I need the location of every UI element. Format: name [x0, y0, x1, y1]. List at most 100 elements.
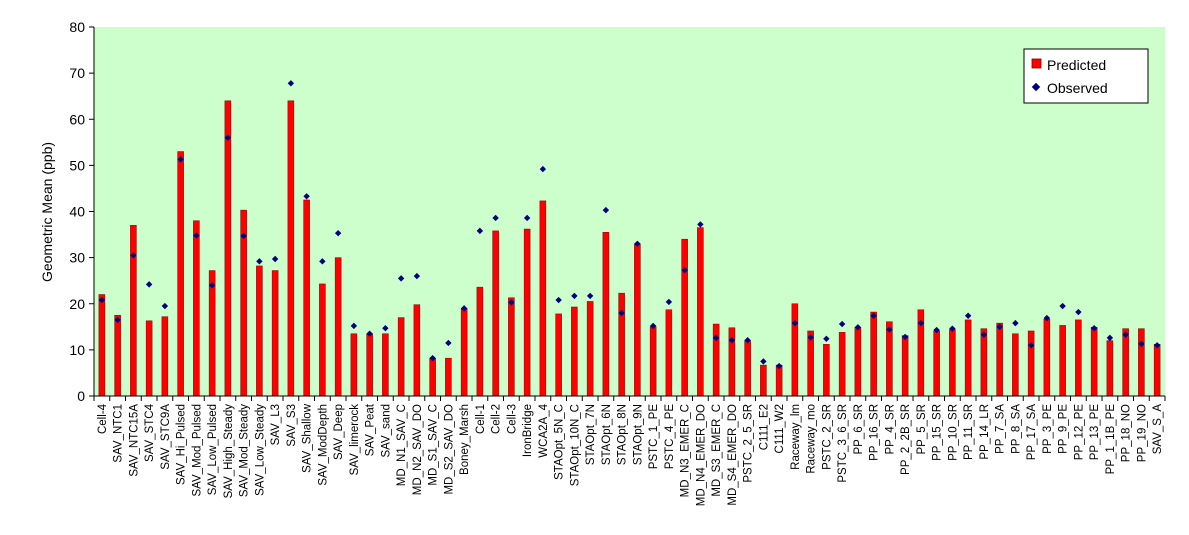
bar-predicted — [1153, 344, 1161, 397]
x-tick-label: STAOpt_6N — [601, 404, 613, 465]
bar-predicted — [523, 228, 531, 397]
bar-predicted — [350, 333, 358, 397]
x-tick-label: PP_16_SR — [869, 404, 881, 461]
marker-observed — [791, 319, 799, 327]
x-tick-label: PP_6_SR — [853, 404, 865, 455]
x-tick-label: Raceway_mo — [806, 404, 818, 474]
y-tick-label: 70 — [69, 65, 85, 81]
marker-observed — [649, 322, 657, 330]
x-tick-label: PP_1_1B_PE — [1105, 404, 1117, 475]
marker-observed — [145, 281, 153, 288]
x-tick-label: MD_S3_EMER_C — [711, 404, 723, 497]
marker-observed — [539, 165, 547, 173]
marker-observed — [917, 319, 925, 327]
marker-observed — [838, 320, 846, 328]
bar-predicted — [586, 301, 594, 397]
marker-observed — [460, 305, 468, 312]
y-tick-label: 20 — [69, 296, 85, 312]
x-tick-label: Cell-1 — [475, 404, 487, 434]
bar-predicted — [996, 322, 1003, 397]
x-tick-label: SAV_Low_Pulsed — [207, 404, 219, 495]
x-tick-label: MD_S1_SAV_C — [428, 404, 440, 486]
x-tick-label: Raceway_lm — [790, 404, 802, 470]
bar-predicted — [870, 311, 877, 397]
bar-predicted — [1043, 318, 1051, 397]
marker-observed — [1153, 342, 1161, 349]
x-tick-label: PP_7_SA — [995, 404, 1007, 454]
bar-predicted — [508, 297, 515, 397]
marker-observed — [744, 336, 751, 344]
marker-observed — [1043, 314, 1051, 322]
x-tick-label: PP_2_2B_SR — [900, 404, 912, 475]
x-tick-label: SAV_ModDepth — [317, 404, 329, 486]
y-axis-label: Geometric Mean (ppb) — [39, 142, 55, 282]
bar-predicted — [130, 225, 137, 397]
x-tick-label: PP_5_SR — [916, 404, 928, 455]
x-tick-label: Cell-2 — [491, 404, 503, 434]
plot-area — [94, 27, 1165, 396]
bar-predicted — [980, 328, 988, 397]
x-tick-label: SAV_Mod_Pulsed — [191, 404, 203, 496]
bar-predicted — [539, 200, 547, 397]
x-tick-label: MD_N1_SAV_C — [396, 404, 408, 486]
x-tick-label: Cell-3 — [506, 404, 518, 434]
x-tick-label: PP_11_SR — [963, 404, 975, 460]
bar-predicted — [1106, 340, 1114, 397]
bar-predicted — [1090, 327, 1098, 397]
bar-predicted — [949, 329, 956, 397]
x-tick-label: PSTC_1_PE — [648, 404, 660, 470]
bar-predicted — [901, 335, 909, 397]
marker-observed — [523, 214, 531, 222]
x-tick-label: C111_E2 — [758, 404, 770, 450]
bar-predicted — [838, 332, 846, 397]
bar-predicted — [697, 227, 704, 397]
bar-predicted — [823, 344, 830, 397]
y-tick-label: 50 — [69, 157, 85, 173]
marker-observed — [366, 330, 373, 337]
x-tick-label: MD_N3_EMER_C — [680, 404, 692, 497]
bar-predicted — [224, 100, 232, 397]
marker-observed — [634, 240, 641, 247]
y-tick-label: 30 — [69, 250, 85, 266]
bar-predicted — [634, 243, 641, 397]
bar-predicted — [886, 321, 893, 397]
marker-observed — [161, 302, 169, 310]
x-tick-label: SAV_Hi_Pulsed — [176, 404, 188, 485]
legend: Predicted Observed — [1023, 48, 1149, 104]
bar-series-predicted — [98, 100, 1161, 397]
x-tick-label: PSTC_3_6_SR — [837, 404, 849, 483]
y-tick-label: 40 — [69, 204, 85, 220]
bar-predicted — [1027, 330, 1035, 397]
x-tick-label: SAV_S3 — [286, 404, 298, 447]
y-tick-label: 10 — [69, 342, 85, 358]
bar-predicted — [413, 304, 421, 397]
marker-observed — [98, 296, 106, 304]
bar-predicted — [366, 333, 373, 397]
marker-observed — [303, 193, 310, 200]
bar-predicted — [177, 151, 184, 397]
marker-observed — [287, 80, 295, 87]
bar-predicted — [618, 292, 625, 397]
bar-predicted — [397, 317, 405, 397]
marker-observed — [933, 326, 940, 334]
marker-observed — [271, 255, 279, 263]
x-tick-label: PP_3_PE — [1042, 404, 1054, 454]
x-tick-label: SAV_Deep — [333, 404, 345, 460]
x-tick-label: PSTC_2_5_SR — [743, 404, 755, 483]
bar-predicted — [1138, 328, 1145, 397]
x-tick-label: SAV_S_A — [1152, 404, 1164, 455]
x-tick-label: PP_10_SR — [947, 404, 959, 461]
bar-predicted — [303, 199, 310, 397]
x-tick-label: SAV_Shallow — [302, 403, 314, 473]
x-tick-label: C111_W2 — [774, 404, 786, 453]
bar-predicted — [114, 315, 121, 397]
marker-observed — [1122, 331, 1129, 338]
y-tick-label: 80 — [69, 19, 85, 35]
marker-observed — [413, 272, 421, 280]
x-tick-label: SAV_NTC15A — [128, 404, 140, 477]
marker-observed — [224, 134, 232, 141]
bar-predicted — [208, 270, 216, 397]
marker-observed — [130, 252, 137, 259]
marker-observed — [114, 316, 121, 324]
